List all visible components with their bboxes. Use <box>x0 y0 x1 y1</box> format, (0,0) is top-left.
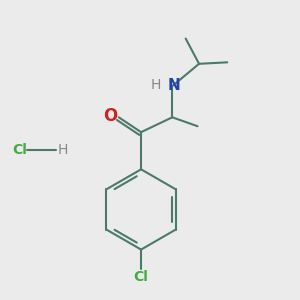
Text: H: H <box>151 78 161 92</box>
Text: N: N <box>167 78 180 93</box>
Text: H: H <box>58 143 68 157</box>
Text: O: O <box>103 107 118 125</box>
Text: Cl: Cl <box>12 143 27 157</box>
Text: Cl: Cl <box>134 270 148 284</box>
